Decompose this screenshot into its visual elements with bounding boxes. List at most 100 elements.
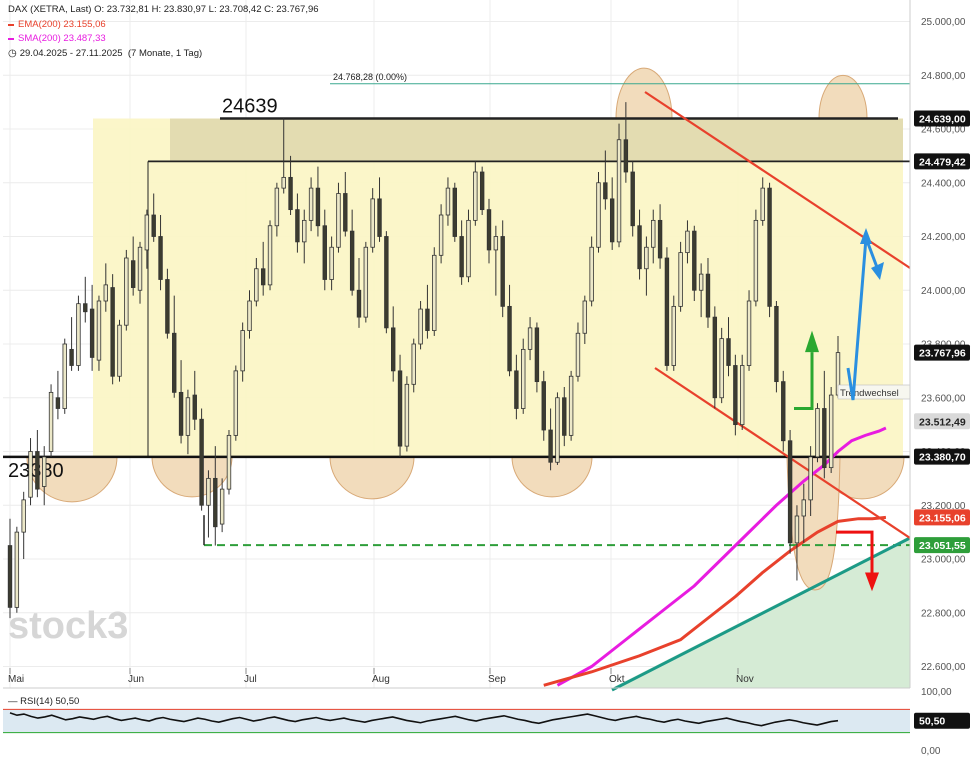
candle-body-up — [589, 246, 594, 302]
candle — [110, 274, 115, 385]
green-arrow-head — [805, 330, 819, 353]
red-arrow-shaft — [836, 530, 874, 576]
candle — [705, 258, 711, 328]
level-label: 24.639,00 — [919, 114, 966, 126]
candle — [233, 365, 239, 441]
candle — [555, 392, 560, 465]
candle — [391, 306, 396, 382]
candle — [657, 204, 663, 269]
candle-body-down — [35, 451, 40, 490]
candle — [151, 193, 156, 242]
candle — [356, 258, 362, 328]
trend-change-label: Trendwechsel — [840, 388, 899, 399]
ohlc-header: DAX (XETRA, Last) O: 23.732,81 H: 23.830… — [8, 4, 319, 15]
candle — [678, 241, 683, 312]
blue-arrow-head-up — [860, 228, 872, 244]
level-label-box — [914, 110, 970, 127]
candle-body-up — [254, 268, 259, 302]
candle-body-down — [178, 391, 184, 436]
candle-body-down — [69, 348, 74, 366]
candle-body-up — [568, 375, 574, 436]
y-tick-label: 24.600,00 — [921, 125, 966, 136]
candle-body-down — [507, 305, 512, 372]
candle — [815, 403, 820, 463]
candle-body-down — [199, 418, 204, 506]
candle-body-down — [315, 187, 321, 227]
candle — [240, 322, 245, 382]
candle-body-down — [377, 198, 382, 237]
candle-body-down — [630, 171, 635, 227]
candle-body-down — [541, 381, 546, 431]
candle — [548, 408, 553, 471]
level-label: 23.512,49 — [919, 416, 966, 428]
candle — [616, 123, 622, 248]
candle-body-down — [534, 327, 540, 383]
candle — [48, 384, 54, 457]
candle — [267, 220, 273, 291]
rsi-value-label: 50,50 — [919, 716, 945, 728]
candle — [432, 247, 437, 336]
candle-body-up — [96, 300, 102, 361]
candle-body-up — [226, 434, 232, 490]
candle-body-up — [746, 300, 752, 366]
candle — [425, 284, 430, 339]
candle-body-up — [76, 303, 81, 366]
period-info: ◷ 29.04.2025 - 27.11.2025 (7 Monate, 1 T… — [8, 48, 202, 59]
rsi-line — [9, 712, 839, 727]
candle — [28, 438, 33, 506]
candle-body-down — [192, 394, 197, 420]
rsi-band — [3, 709, 910, 733]
candle — [219, 478, 225, 533]
top-reference-label: 24.768,28 (0.00%) — [333, 72, 407, 82]
candle — [89, 284, 95, 371]
candle-body-down — [500, 236, 505, 307]
support-bump — [329, 456, 415, 500]
candle-body-up — [370, 198, 375, 248]
y-tick-label: 23.600,00 — [921, 393, 966, 404]
candle — [418, 301, 423, 350]
level-label: 23.767,96 — [919, 348, 966, 360]
candle-body-down — [486, 209, 492, 251]
candle — [384, 231, 389, 334]
candle-body-down — [172, 332, 177, 393]
candle — [521, 338, 526, 414]
candle-body-down — [479, 171, 485, 211]
candle-body-down — [623, 139, 629, 173]
candle — [288, 155, 293, 215]
candle-body-up — [281, 176, 286, 189]
candle-body-up — [103, 284, 109, 302]
candle-body-up — [308, 187, 314, 221]
level-label-box — [914, 509, 970, 526]
candle — [254, 258, 259, 307]
candle — [609, 177, 615, 250]
candle — [575, 322, 581, 382]
candle — [349, 209, 355, 296]
candle-body-up — [438, 214, 444, 256]
candle — [452, 182, 457, 242]
candle — [822, 370, 827, 479]
candle — [42, 446, 47, 506]
period-range: 29.04.2025 - 27.11.2025 — [19, 48, 123, 59]
candle — [781, 370, 786, 452]
candle-body-up — [14, 531, 20, 608]
candle — [247, 290, 252, 339]
uptrend-line — [611, 536, 911, 692]
candle — [767, 182, 772, 318]
ohlc-values: O: 23.732,81 H: 23.830,97 L: 23.708,42 C… — [94, 4, 319, 15]
candle — [828, 387, 834, 473]
ema-legend-swatch — [8, 23, 14, 26]
candle-body-up — [124, 257, 129, 326]
candle-body-down — [514, 370, 519, 409]
candle — [158, 215, 163, 291]
candle — [596, 172, 601, 253]
x-tick-label: Mai — [8, 674, 24, 685]
candle-body-up — [753, 219, 759, 302]
candle — [206, 470, 211, 538]
candle-body-down — [664, 257, 670, 366]
candle — [192, 370, 197, 430]
candle-body-down — [767, 187, 772, 307]
candle-body-up — [828, 394, 834, 469]
candle-body-up — [233, 370, 239, 436]
candle — [172, 295, 177, 398]
candle-body-down — [55, 397, 61, 409]
